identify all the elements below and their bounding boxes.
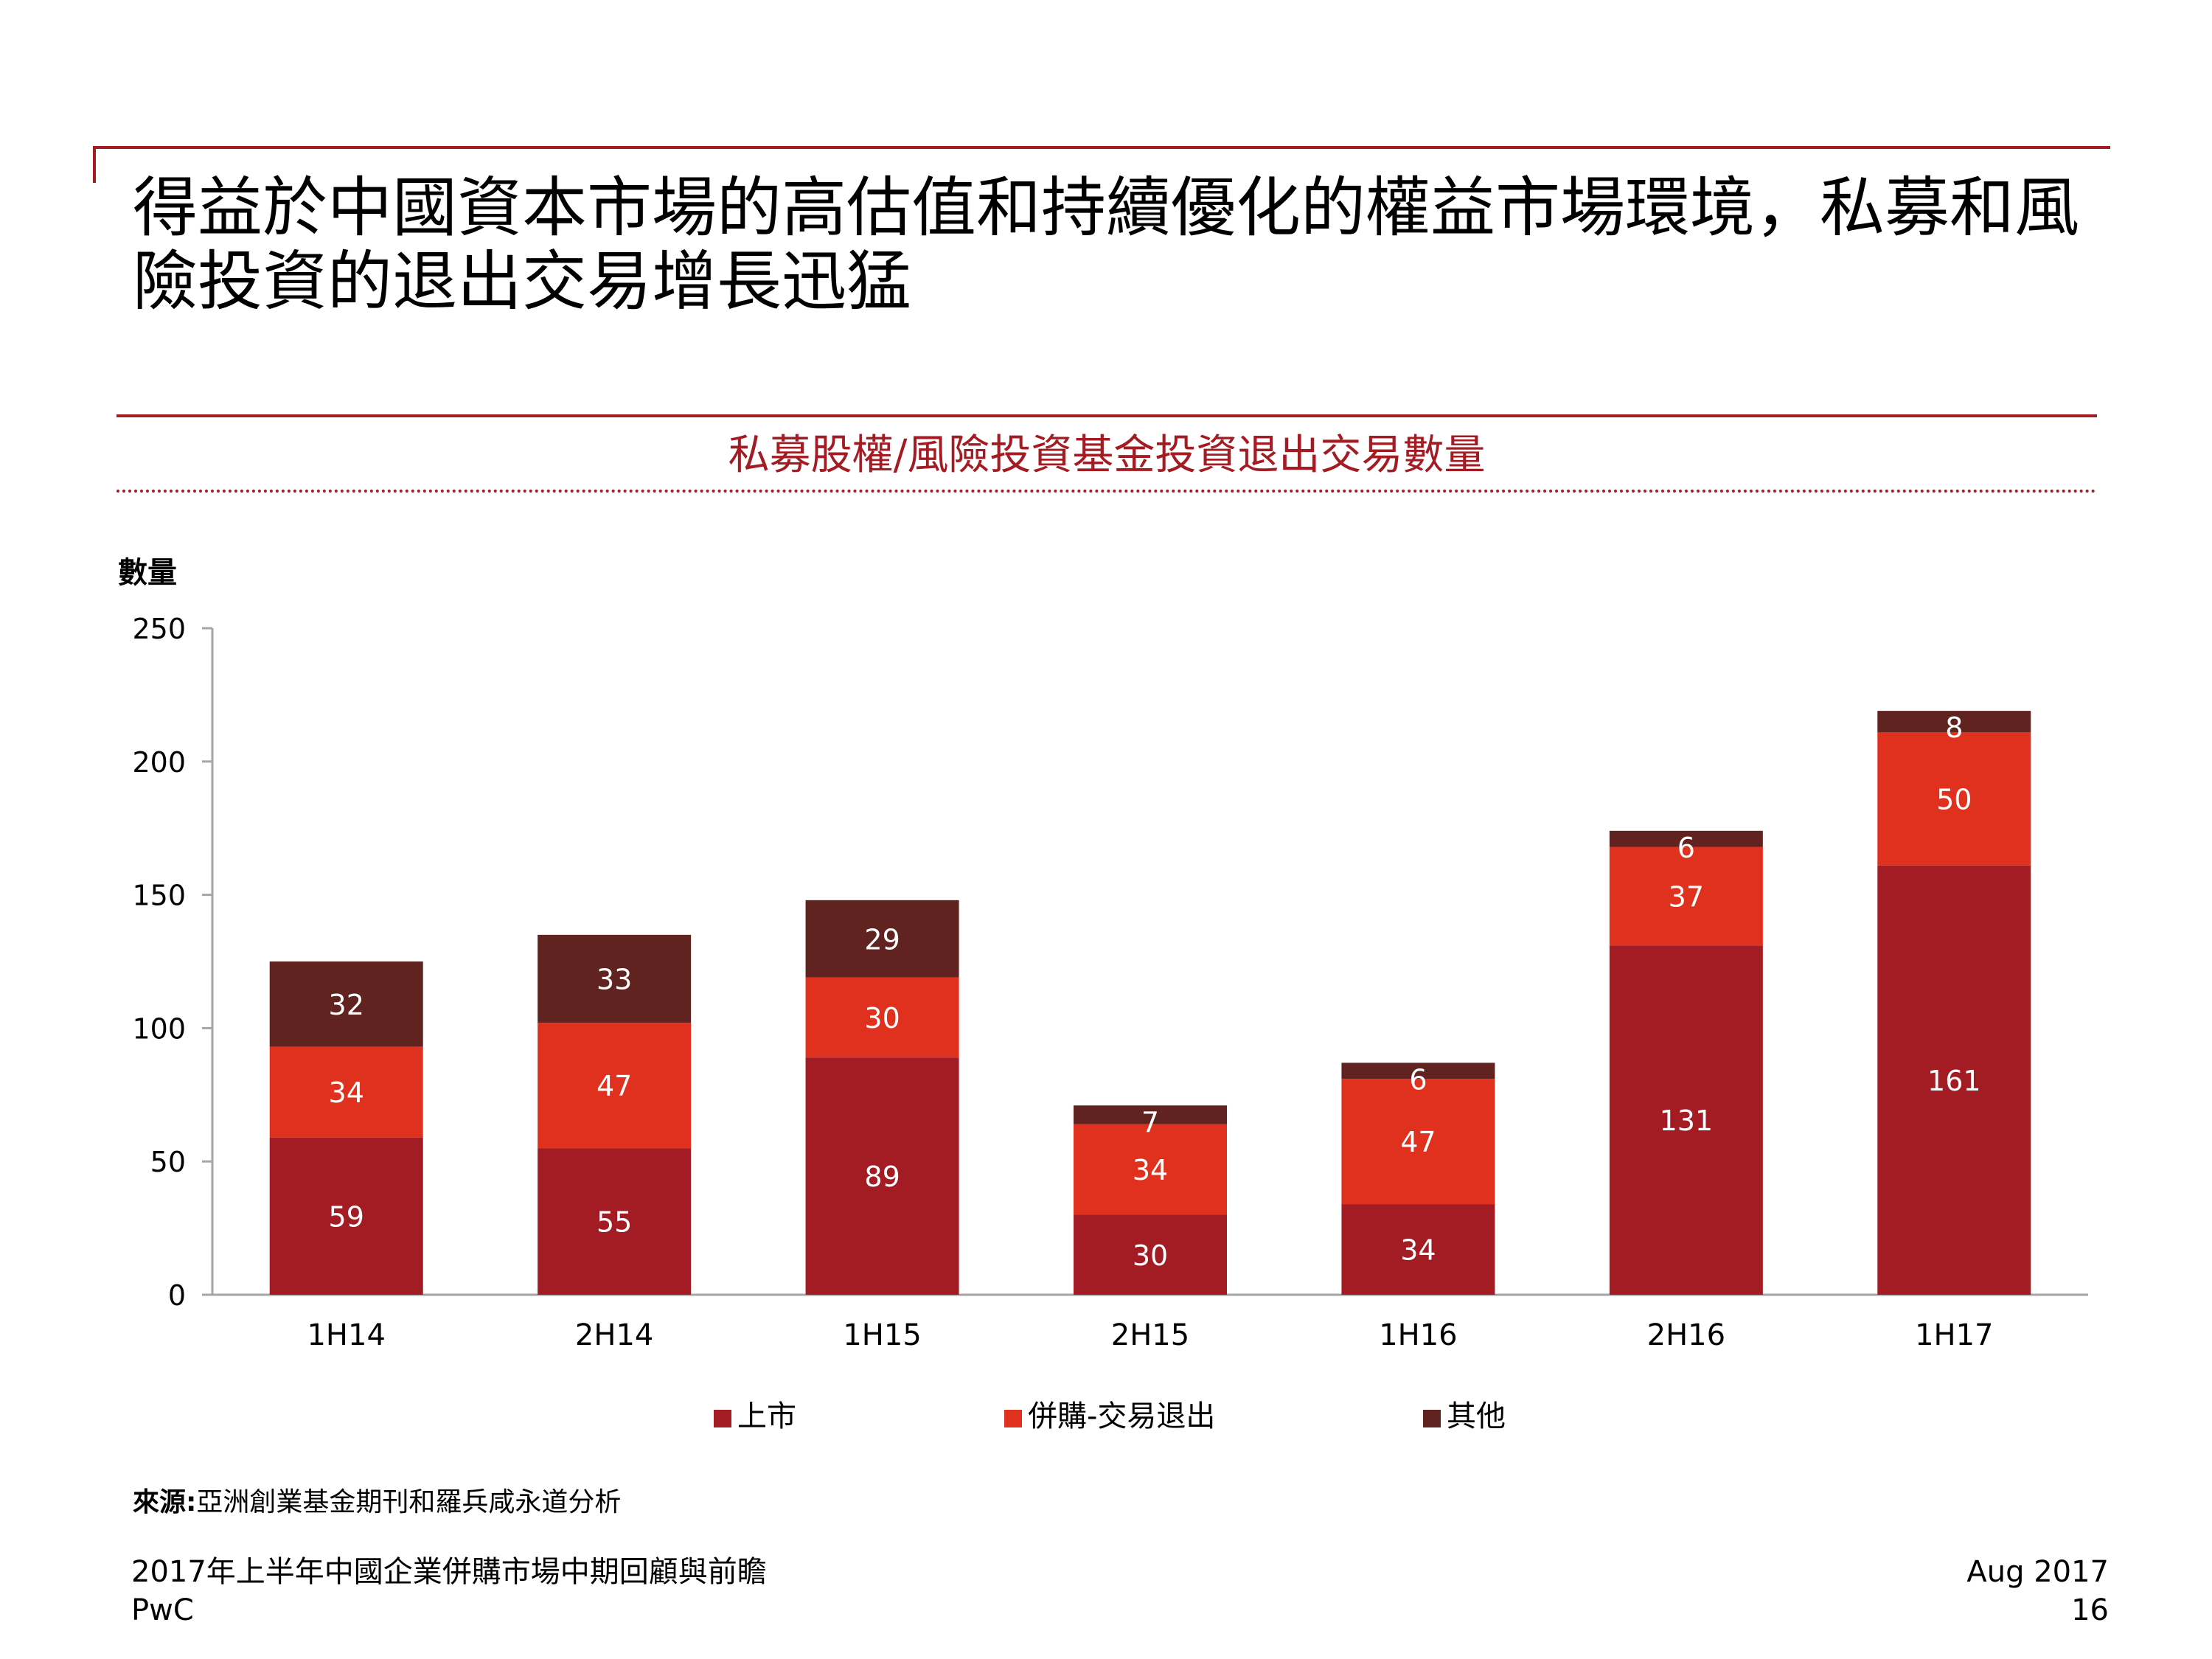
bar-segment: [805, 1057, 959, 1295]
bar-segment: [1074, 1124, 1227, 1215]
footer-page-number: 16: [2071, 1593, 2109, 1627]
x-tick-label: 1H15: [843, 1318, 921, 1352]
y-tick-label: 150: [132, 880, 186, 912]
bar-segment: [1341, 1062, 1495, 1079]
bar-segment: [1877, 865, 2031, 1295]
data-label: 7: [1141, 1106, 1159, 1138]
bar-segment: [1609, 830, 1763, 847]
x-tick-label: 2H14: [575, 1318, 653, 1352]
bar-segment: [538, 1148, 692, 1295]
x-tick-label: 2H16: [1647, 1318, 1725, 1352]
legend-label: 其他: [1447, 1399, 1506, 1433]
legend-swatch: [714, 1410, 731, 1427]
bar-segment: [269, 1137, 423, 1295]
data-label: 59: [329, 1200, 364, 1233]
legend-swatch: [1004, 1410, 1022, 1427]
data-label: 30: [864, 1002, 900, 1034]
y-tick-label: 250: [132, 613, 186, 645]
data-label: 33: [597, 964, 632, 996]
title-top-tick: [93, 146, 96, 183]
data-label: 6: [1677, 832, 1695, 864]
data-label: 89: [864, 1161, 900, 1193]
bar-segment: [805, 977, 959, 1058]
bar-segment: [1074, 1105, 1227, 1124]
legend-label: 併購-交易退出: [1028, 1399, 1215, 1433]
data-label: 34: [329, 1077, 364, 1109]
bar-segment: [1341, 1204, 1495, 1295]
slide-title: 得益於中國資本市場的高估值和持續優化的權益市場環境，私募和風險投資的退出交易增長…: [133, 170, 2080, 319]
data-label: 37: [1669, 880, 1704, 913]
bar-segment: [1074, 1214, 1227, 1295]
x-tick-label: 1H14: [307, 1318, 385, 1352]
chart-title-rule: [116, 414, 2097, 417]
x-tick-label: 2H15: [1111, 1318, 1189, 1352]
data-label: 30: [1133, 1239, 1168, 1272]
footer-right: Aug 2017 16: [1966, 1553, 2109, 1630]
bar-segment: [1609, 846, 1763, 946]
y-axis-label: 數量: [118, 556, 177, 590]
data-label: 34: [1133, 1154, 1168, 1186]
chart-title-dotted-rule: [116, 490, 2097, 493]
data-label: 50: [1936, 783, 1972, 815]
data-label: 32: [329, 989, 364, 1021]
data-label: 55: [597, 1206, 632, 1239]
y-tick-label: 50: [150, 1146, 186, 1178]
bar-segment: [1877, 732, 2031, 866]
y-tick-label: 100: [132, 1012, 186, 1045]
bar-segment: [269, 1046, 423, 1138]
data-label: 29: [864, 923, 900, 956]
data-label: 131: [1660, 1105, 1714, 1137]
bar-segment: [1877, 711, 2031, 733]
title-top-rule: [93, 146, 2110, 149]
footer-report-title: 2017年上半年中國企業併購市場中期回顧與前瞻: [131, 1555, 767, 1589]
data-label: 6: [1409, 1063, 1427, 1096]
x-tick-label: 1H16: [1379, 1318, 1457, 1352]
legend-swatch: [1423, 1410, 1441, 1427]
bar-segment: [538, 1023, 692, 1149]
y-tick-label: 0: [168, 1279, 186, 1312]
source-text: 亞洲創業基金期刊和羅兵咸永道分析: [196, 1487, 622, 1517]
data-label: 34: [1400, 1234, 1436, 1267]
chart-title: 私募股權/風險投資基金投資退出交易數量: [728, 431, 1486, 479]
source-note: 來源:亞洲創業基金期刊和羅兵咸永道分析: [133, 1481, 621, 1519]
data-label: 161: [1927, 1065, 1981, 1097]
bar-segment: [805, 900, 959, 978]
bar-segment: [269, 961, 423, 1047]
bar-segment: [1609, 945, 1763, 1295]
footer-company: PwC: [131, 1593, 194, 1627]
data-label: 47: [1400, 1126, 1436, 1158]
footer-left: 2017年上半年中國企業併購市場中期回顧與前瞻 PwC: [131, 1553, 767, 1630]
legend-label: 上市: [737, 1399, 796, 1433]
x-tick-label: 1H17: [1915, 1318, 1993, 1352]
data-label: 47: [597, 1070, 632, 1102]
data-label: 8: [1945, 712, 1963, 744]
y-tick-label: 200: [132, 746, 186, 779]
source-label: 來源:: [133, 1487, 197, 1517]
bar-segment: [1341, 1079, 1495, 1205]
footer-date: Aug 2017: [1966, 1555, 2109, 1589]
bar-segment: [538, 934, 692, 1023]
